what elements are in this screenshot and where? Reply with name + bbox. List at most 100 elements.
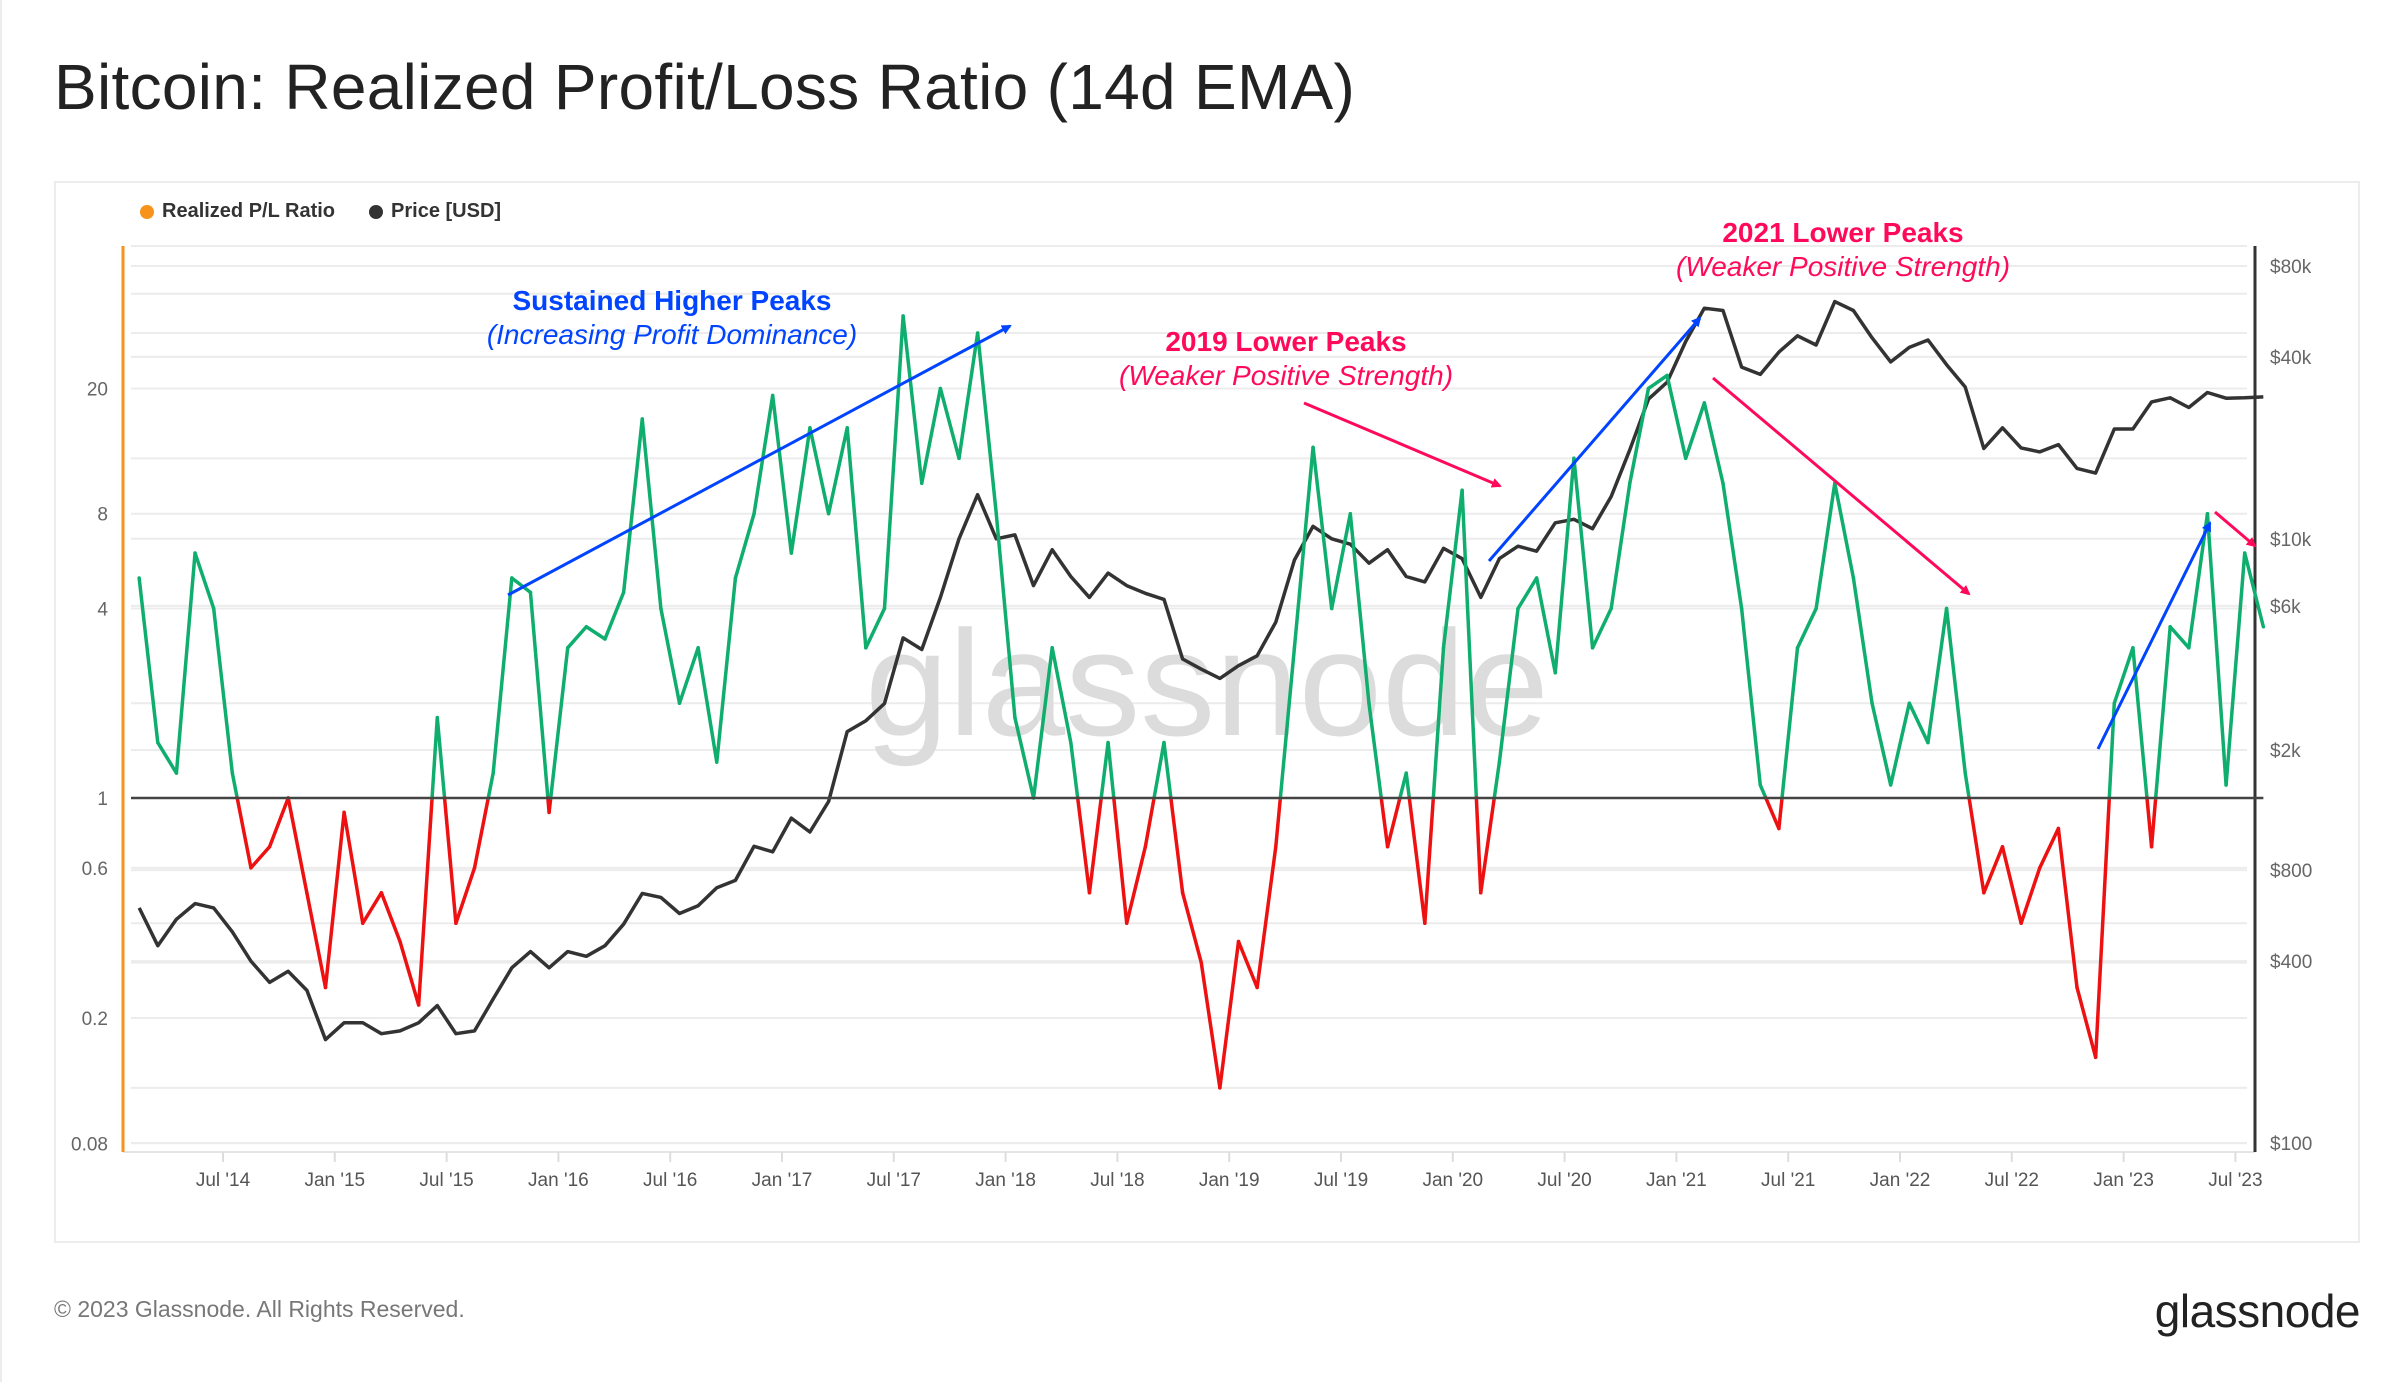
x-tick-label: Jan '17 [752,1170,813,1191]
ratio-segment-profit [715,576,738,764]
ratio-segment-profit [1646,373,1669,391]
ratio-segment-profit [1590,606,1613,650]
ratio-segment-profit [1292,445,1315,650]
ratio-segment-loss [2038,826,2061,870]
chart-panel [54,181,2360,1243]
watermark: glassnode [865,599,1549,767]
y-left-tick-label: 4 [97,599,108,620]
ratio-segment-profit [174,551,197,775]
y-left-tick-label: 0.08 [71,1134,108,1155]
ratio-segment-profit [696,646,719,764]
legend-item-ratio[interactable]: Realized P/L Ratio [140,200,335,223]
ratio-segment-profit [430,715,440,800]
legend-dot-ratio [140,204,154,219]
ratio-segment-loss [2000,845,2023,926]
ratio-segment-profit [1702,401,1725,485]
ratio-segment-profit [2205,511,2228,787]
annotation-arrow-blue-2 [1487,316,1702,562]
x-tick-label: Jul '17 [867,1170,921,1191]
y-left-tick-label: 1 [97,789,108,810]
ratio-segment-profit [826,426,849,516]
legend: Realized P/L Ratio Price [USD] [140,200,501,223]
ratio-segment-profit [677,646,700,705]
y-right-tick-label: $6k [2270,597,2301,618]
ratio-segment-profit [1497,606,1520,764]
ratio-segment-profit [486,771,495,800]
ratio-segment-loss [235,796,253,870]
ratio-segment-profit [2131,646,2149,800]
ratio-segment-profit [193,551,216,611]
ratio-segment-loss [1112,796,1129,926]
ratio-segment-loss [1218,939,1241,1090]
ratio-segment-loss [1199,960,1222,1090]
x-tick-label: Jul '18 [1090,1170,1144,1191]
ratio-segment-profit [510,576,533,595]
ratio-segment-loss [442,796,458,926]
ratio-segment-profit [1572,456,1595,650]
ratio-segment-profit [1758,783,1768,800]
y-left-tick-label: 0.2 [82,1009,108,1030]
x-tick-label: Jan '19 [1199,1170,1260,1191]
ratio-segment-profit [435,715,447,800]
ratio-segment-loss [361,891,384,926]
y-right-tick-label: $10k [2270,530,2312,551]
x-tick-label: Jul '16 [643,1170,697,1191]
y-right-tick-label: $2k [2270,741,2301,762]
ratio-segment-loss [2056,826,2079,990]
annotation-3-title: 2021 Lower Peaks [1722,217,1963,248]
ratio-segment-loss [1143,796,1156,849]
legend-label-ratio: Realized P/L Ratio [162,200,336,222]
ratio-segment-profit [1534,576,1558,675]
ratio-segment-profit [1739,606,1762,787]
ratio-segment-loss [286,796,309,895]
ratio-segment-profit [1553,456,1576,675]
glassnode-logo: glassnode [2154,1285,2361,1337]
ratio-segment-loss [1124,845,1148,926]
x-tick-label: Jan '23 [2093,1170,2154,1191]
ratio-segment-profit [640,417,663,611]
ratio-segment-profit [808,426,831,516]
ratio-segment-profit [1907,701,1930,745]
ratio-segment-profit [2153,624,2172,800]
ratio-segment-profit [1013,715,1036,800]
ratio-segment-profit [1795,606,1818,650]
ratio-segment-profit [845,426,868,650]
x-tick-label: Jan '15 [304,1170,365,1191]
ratio-segment-profit [621,417,644,595]
ratio-segment-loss [1379,796,1390,849]
ratio-segment-profit [2168,624,2191,650]
ratio-segment-profit [1888,701,1912,787]
legend-item-price[interactable]: Price [USD] [369,200,501,223]
ratio-segment-loss [1423,796,1436,926]
x-tick-label: Jan '21 [1646,1170,1707,1191]
ratio-segment-profit [1492,760,1502,800]
ratio-segment-profit [901,314,924,485]
x-axis: Jul '14 Jan '15 Jul '15 Jan '16 Jul '16 Jan '… [196,1152,2263,1191]
y-left-tick-label: 20 [87,379,108,400]
ratio-segment-profit [1870,701,1893,787]
ratio-segment-loss [1777,796,1784,831]
page-edge [0,0,2,1382]
ratio-segment-profit [882,314,905,611]
ratio-segment-loss [1474,796,1483,895]
annotation-2-subtitle: (Weaker Positive Strength) [1119,360,1453,391]
y-right-tick-label: $400 [2270,952,2312,973]
annotation-1-title: Sustained Higher Peaks [512,285,831,316]
copyright: © 2023 Glassnode. All Rights Reserved. [54,1296,465,1322]
price-line [137,299,2264,1042]
ratio-segment-loss [1180,891,1203,965]
ratio-segment-profit [211,606,235,775]
ratio-segment-profit [1404,771,1412,800]
y-right-tick-label: $800 [2270,861,2312,882]
ratio-segment-profit [1609,481,1632,611]
ratio-segment-profit [1926,606,1949,745]
x-tick-label: Jan '22 [1870,1170,1931,1191]
ratio-segment-profit [1516,576,1539,611]
ratio-segment-profit [789,426,812,555]
ratio-segment-profit [1031,646,1054,800]
ratio-segment-profit [2224,551,2247,787]
ratio-segment-profit [1099,740,1110,800]
ratio-segment-loss [1982,845,2005,895]
ratio-segment-profit [565,624,589,650]
